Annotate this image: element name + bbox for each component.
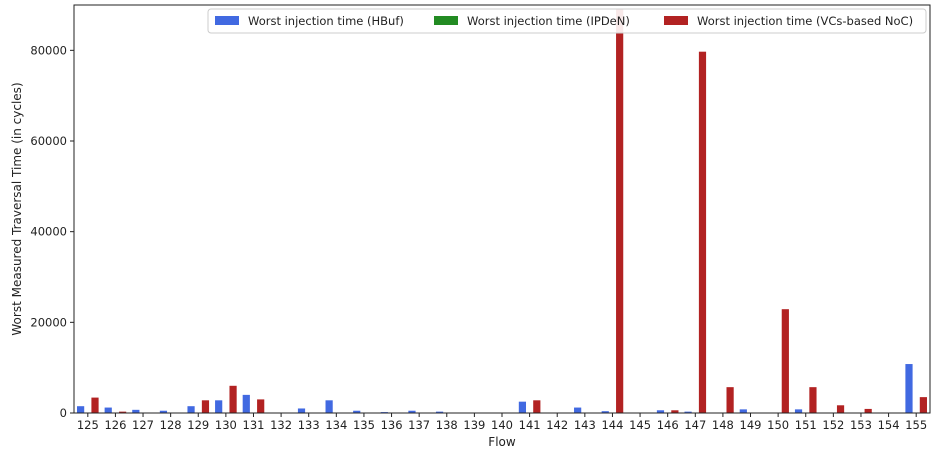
- x-tick-label: 150: [767, 418, 789, 432]
- bar-s2-131: [257, 399, 265, 413]
- legend-box: [207, 8, 927, 34]
- x-tick-label: 141: [519, 418, 541, 432]
- bar-s0-155: [905, 364, 913, 413]
- bar-s0-129: [187, 406, 195, 413]
- x-tick-label: 154: [878, 418, 900, 432]
- bar-s2-146: [671, 410, 679, 413]
- x-tick-label: 143: [574, 418, 596, 432]
- x-tick-label: 133: [298, 418, 320, 432]
- x-tick-label: 147: [684, 418, 706, 432]
- bar-s2-144: [616, 9, 624, 414]
- y-tick-label: 60000: [30, 134, 67, 148]
- x-tick-label: 142: [546, 418, 568, 432]
- bar-s2-148: [726, 387, 734, 413]
- legend-label-2: Worst injection time (VCs-based NoC): [697, 14, 913, 28]
- bar-s0-138: [435, 411, 444, 413]
- legend-swatch-0: [215, 16, 239, 25]
- x-tick-label: 151: [795, 418, 817, 432]
- x-tick-label: 130: [215, 418, 237, 432]
- x-tick-label: 140: [491, 418, 513, 432]
- legend-swatch-1: [434, 16, 458, 25]
- y-tick-label: 80000: [30, 43, 67, 57]
- x-tick-label: 129: [187, 418, 209, 432]
- bar-s0-130: [215, 400, 223, 413]
- bar-s2-125: [91, 397, 99, 413]
- x-tick-label: 134: [325, 418, 347, 432]
- x-tick-label: 131: [243, 418, 265, 432]
- bar-s2-126: [119, 411, 127, 413]
- bar-s0-133: [297, 408, 306, 413]
- y-axis-ticks: 0 20000 40000 60000 80000: [30, 43, 74, 420]
- x-tick-label: 132: [270, 418, 292, 432]
- bar-s0-146: [656, 410, 665, 413]
- x-tick-label: 138: [436, 418, 458, 432]
- bar-s2-155: [919, 397, 927, 413]
- x-tick-label: 152: [822, 418, 844, 432]
- bars-group: [77, 9, 927, 414]
- bar-s2-153: [864, 408, 872, 413]
- bar-s0-151: [794, 409, 803, 413]
- x-tick-label: 145: [629, 418, 651, 432]
- x-tick-label: 137: [408, 418, 430, 432]
- x-tick-label: 126: [104, 418, 126, 432]
- x-tick-label: 148: [712, 418, 734, 432]
- bar-s2-130: [229, 385, 237, 413]
- x-tick-label: 135: [353, 418, 375, 432]
- bar-s0-125: [77, 406, 85, 413]
- y-tick-label: 20000: [30, 315, 67, 329]
- x-tick-label: 125: [77, 418, 99, 432]
- bar-s0-134: [325, 400, 333, 413]
- legend-label-0: Worst injection time (HBuf): [248, 14, 404, 28]
- x-tick-label: 146: [657, 418, 679, 432]
- bar-s0-141: [518, 401, 527, 413]
- x-tick-label: 149: [740, 418, 762, 432]
- x-tick-label: 136: [381, 418, 403, 432]
- bar-s0-137: [408, 410, 416, 413]
- bar-s0-147: [684, 411, 692, 413]
- y-tick-label: 0: [60, 406, 67, 420]
- y-axis-label: Worst Measured Traversal Time (in cycles…: [10, 82, 24, 335]
- bar-s0-144: [601, 411, 609, 413]
- x-tick-label: 127: [132, 418, 154, 432]
- bar-s0-127: [132, 409, 140, 413]
- legend-swatch-2: [664, 16, 688, 25]
- legend-label-1: Worst injection time (IPDeN): [467, 14, 630, 28]
- bar-s0-143: [574, 407, 582, 413]
- bar-s0-131: [242, 394, 250, 413]
- x-axis-label: Flow: [488, 435, 516, 449]
- x-tick-label: 128: [160, 418, 182, 432]
- x-tick-label: 153: [850, 418, 872, 432]
- bar-s2-152: [836, 405, 845, 413]
- x-tick-label: 144: [601, 418, 623, 432]
- y-tick-label: 40000: [30, 225, 67, 239]
- bar-s2-129: [201, 400, 210, 413]
- x-tick-label: 139: [463, 418, 485, 432]
- bar-s2-147: [698, 51, 707, 413]
- legend: Worst injection time (HBuf) Worst injecti…: [207, 8, 927, 34]
- bar-s2-150: [781, 309, 789, 413]
- bar-s0-126: [104, 407, 112, 413]
- axes-frame: [73, 4, 931, 414]
- x-axis-ticks: 125 126 127 128 129 130 131 132 133 134 135 136 137 1…: [77, 413, 927, 432]
- bar-s0-135: [353, 410, 361, 413]
- bar-s0-149: [739, 409, 747, 413]
- bar-s2-151: [809, 387, 817, 413]
- bar-s0-128: [159, 410, 168, 413]
- x-tick-label: 155: [905, 418, 927, 432]
- plot-frame: [73, 4, 931, 414]
- bar-s2-141: [533, 400, 541, 413]
